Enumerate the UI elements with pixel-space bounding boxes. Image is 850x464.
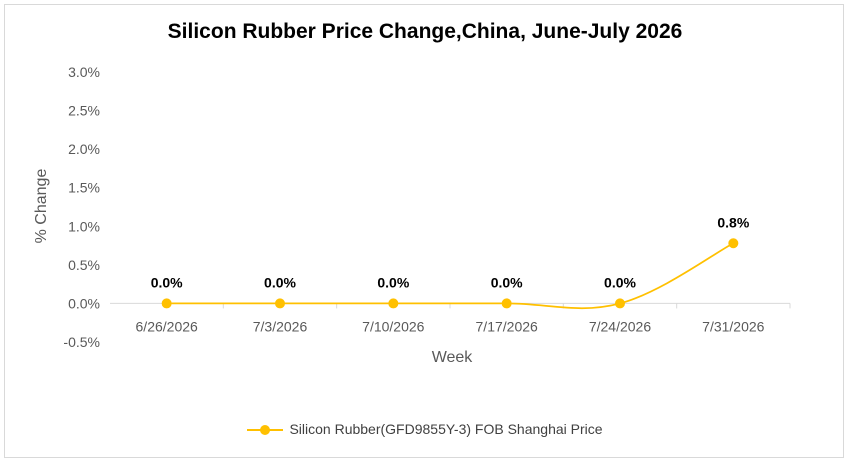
x-tick-label: 6/26/2026 xyxy=(136,318,198,334)
data-point xyxy=(501,298,512,309)
data-label: 0.0% xyxy=(604,274,636,290)
x-tick-label: 7/31/2026 xyxy=(702,318,764,334)
x-tick-label: 7/17/2026 xyxy=(476,318,538,334)
data-point xyxy=(728,238,739,249)
x-tick-label: 7/10/2026 xyxy=(362,318,424,334)
x-tick-label: 7/3/2026 xyxy=(253,318,308,334)
data-point xyxy=(161,298,172,309)
y-tick-label: 3.0% xyxy=(68,64,100,80)
y-tick-label: 1.0% xyxy=(68,218,100,234)
data-label: 0.8% xyxy=(717,214,749,230)
data-point xyxy=(275,298,285,309)
y-tick-label: -0.5% xyxy=(63,334,100,350)
x-axis-title: Week xyxy=(432,349,474,366)
legend-marker-icon xyxy=(247,424,284,436)
chart-frame xyxy=(4,4,844,458)
data-point xyxy=(615,298,625,309)
y-tick-label: 2.5% xyxy=(68,103,100,119)
data-label: 0.0% xyxy=(377,274,409,290)
y-tick-label: 2.0% xyxy=(68,141,100,157)
y-axis-title: % Change xyxy=(33,169,50,244)
legend: Silicon Rubber(GFD9855Y-3) FOB Shanghai … xyxy=(0,421,850,437)
chart-title: Silicon Rubber Price Change,China, June-… xyxy=(167,20,683,43)
y-tick-label: 1.5% xyxy=(68,180,100,196)
data-label: 0.0% xyxy=(151,274,183,290)
data-label: 0.0% xyxy=(491,274,523,290)
series-line xyxy=(166,242,734,310)
data-point xyxy=(388,298,399,309)
legend-label: Silicon Rubber(GFD9855Y-3) FOB Shanghai … xyxy=(289,421,603,437)
data-label: 0.0% xyxy=(264,274,296,290)
y-tick-label: 0.0% xyxy=(68,295,100,311)
x-tick-label: 7/24/2026 xyxy=(589,318,651,334)
y-tick-label: 0.5% xyxy=(68,257,100,273)
